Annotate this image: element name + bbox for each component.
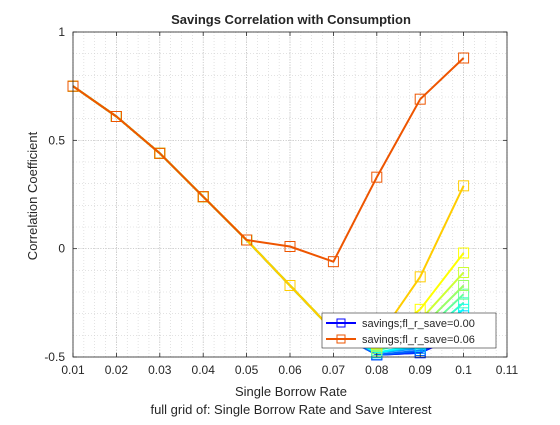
data-point xyxy=(284,241,296,252)
x-tick-label: 0.09 xyxy=(409,363,433,377)
data-point xyxy=(284,280,296,291)
legend-label-first: savings;fl_r_save=0.00 xyxy=(362,318,475,330)
x-tick-label: 0.02 xyxy=(105,363,129,377)
legend-label-last: savings;fl_r_save=0.06 xyxy=(362,334,475,346)
x-tick-label: 0.11 xyxy=(496,363,519,377)
x-axis: 0.01 0.02 0.03 0.04 0.05 0.06 0.07 0.08 0.09 0.1 0… xyxy=(61,32,519,377)
chart-caption: full grid of: Single Borrow Rate and Sav… xyxy=(150,402,431,417)
data-point xyxy=(110,111,122,122)
x-tick-label: 0.1 xyxy=(455,363,472,377)
legend-box xyxy=(321,312,497,349)
data-point xyxy=(241,234,253,246)
x-tick-label: 0.03 xyxy=(148,363,172,377)
x-axis-label: Single Borrow Rate xyxy=(235,384,347,399)
data-point xyxy=(414,93,426,105)
data-point xyxy=(371,171,383,183)
x-tick-label: 0.06 xyxy=(278,363,302,377)
legend-marker-first xyxy=(336,318,346,328)
x-tick-label: 0.04 xyxy=(192,363,216,377)
legend: savings;fl_r_save=0.00 savings;fl_r_save… xyxy=(321,312,497,349)
x-tick-label: 0.07 xyxy=(322,363,346,377)
data-point xyxy=(458,297,470,309)
series xyxy=(67,52,470,268)
data-point xyxy=(458,52,470,64)
data-point xyxy=(327,256,339,268)
y-tick-label: 0 xyxy=(58,242,65,256)
series-line xyxy=(72,57,465,263)
data-point xyxy=(458,180,470,192)
y-tick-label: 1 xyxy=(58,25,65,39)
data-point xyxy=(458,247,470,259)
data-point xyxy=(414,271,426,283)
y-tick-label: -0.5 xyxy=(44,350,65,364)
data-point xyxy=(197,191,209,203)
x-tick-label: 0.01 xyxy=(61,363,85,377)
data-point xyxy=(458,280,470,291)
legend-marker-last xyxy=(336,334,346,344)
chart-title: Savings Correlation with Consumption xyxy=(171,12,411,27)
data-point xyxy=(458,267,470,278)
y-tick-label: 0.5 xyxy=(48,133,65,147)
y-axis-label: Correlation Coefficient xyxy=(25,131,40,260)
y-axis: -0.5 0 0.5 1 xyxy=(44,25,507,364)
x-tick-label: 0.08 xyxy=(365,363,389,377)
x-tick-label: 0.05 xyxy=(235,363,259,377)
data-point xyxy=(458,288,470,300)
data-point xyxy=(154,147,166,159)
